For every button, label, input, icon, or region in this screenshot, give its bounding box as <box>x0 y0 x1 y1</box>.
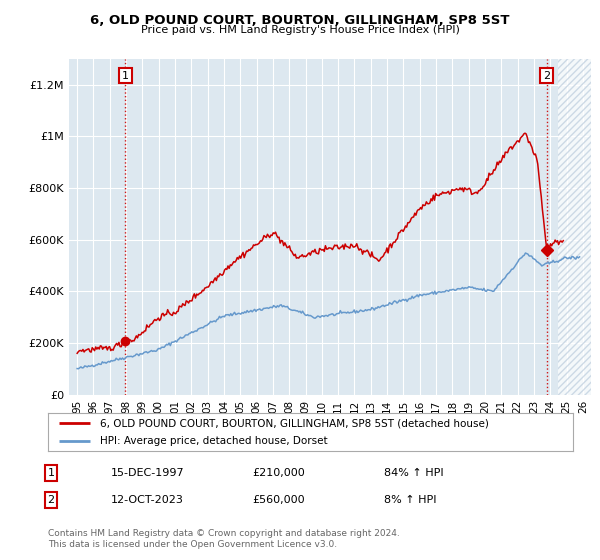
Text: HPI: Average price, detached house, Dorset: HPI: Average price, detached house, Dors… <box>101 436 328 446</box>
Text: 1: 1 <box>47 468 55 478</box>
Text: Price paid vs. HM Land Registry's House Price Index (HPI): Price paid vs. HM Land Registry's House … <box>140 25 460 35</box>
Text: Contains HM Land Registry data © Crown copyright and database right 2024.
This d: Contains HM Land Registry data © Crown c… <box>48 529 400 549</box>
Text: 8% ↑ HPI: 8% ↑ HPI <box>384 495 437 505</box>
Text: 15-DEC-1997: 15-DEC-1997 <box>111 468 185 478</box>
Text: 6, OLD POUND COURT, BOURTON, GILLINGHAM, SP8 5ST (detached house): 6, OLD POUND COURT, BOURTON, GILLINGHAM,… <box>101 418 490 428</box>
Bar <box>559 59 591 395</box>
Text: 2: 2 <box>543 71 550 81</box>
Text: 12-OCT-2023: 12-OCT-2023 <box>111 495 184 505</box>
Text: 84% ↑ HPI: 84% ↑ HPI <box>384 468 443 478</box>
Bar <box>559 59 591 395</box>
Text: 6, OLD POUND COURT, BOURTON, GILLINGHAM, SP8 5ST: 6, OLD POUND COURT, BOURTON, GILLINGHAM,… <box>90 14 510 27</box>
Text: 1: 1 <box>122 71 129 81</box>
Text: £560,000: £560,000 <box>252 495 305 505</box>
Text: 2: 2 <box>47 495 55 505</box>
Text: £210,000: £210,000 <box>252 468 305 478</box>
